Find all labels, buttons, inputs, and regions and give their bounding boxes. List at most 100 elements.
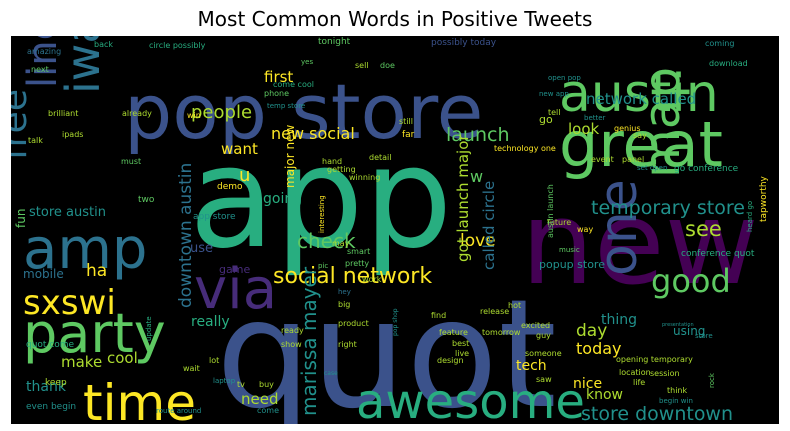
word-product: product (338, 319, 369, 328)
word-look: look (568, 120, 600, 138)
word-back: back (94, 40, 113, 49)
word-austin-launch: austin launch (546, 184, 555, 238)
word-someone: someone (525, 349, 562, 358)
word-day: day (576, 321, 607, 341)
word-yes: yes (301, 58, 313, 66)
word-saw: saw (536, 375, 552, 384)
word-app-store: app store (193, 212, 236, 222)
word-route-around: route around (156, 407, 201, 415)
word-excited: excited (521, 321, 550, 330)
word-thank: thank (26, 379, 67, 395)
word-guy: guy (536, 331, 551, 340)
word-make: make (61, 353, 102, 371)
word-going: going (263, 191, 302, 207)
word-pretty: pretty (345, 259, 369, 268)
word-event: event (591, 155, 614, 164)
word-one: one (589, 179, 649, 276)
word-tech: tech (516, 358, 547, 374)
word-must: must (121, 157, 141, 166)
word-fun: fun (14, 209, 28, 228)
word-release: release (480, 307, 509, 316)
word-new: new (521, 177, 759, 311)
word-tv: tv (237, 380, 245, 389)
word-quot: quot (216, 268, 557, 424)
word-come-cool: come cool (273, 80, 314, 89)
word-want: want (221, 140, 258, 158)
word-win: win (187, 111, 201, 120)
word-smart: smart (347, 247, 370, 256)
word-presentation: presentation (662, 322, 694, 328)
word-launch: launch (446, 124, 510, 146)
word-winning: winning (349, 173, 380, 182)
word-game: game (219, 263, 250, 276)
word-genius: genius (614, 124, 641, 133)
word-pic: pic (318, 262, 328, 270)
word-work: work (362, 275, 382, 284)
word-location: location (619, 368, 651, 377)
word-people: people (191, 102, 252, 123)
word-pop-shop: pop shop (392, 308, 399, 336)
word-doe: doe (380, 61, 395, 70)
word-via: via (194, 257, 277, 322)
word-demo: demo (217, 182, 243, 192)
word-interesting: interesting (318, 195, 326, 233)
word-cool: cool (107, 349, 138, 367)
word-begin-win: begin win (659, 397, 693, 405)
word-sxswi: sxswi (23, 283, 116, 323)
word-free: free (11, 89, 35, 160)
word-great: great (559, 108, 723, 181)
word-think: think (667, 386, 688, 395)
word-amazing: amazing (27, 47, 61, 56)
word-store: store (695, 332, 713, 340)
word-right: right (338, 340, 357, 349)
word-using: using (673, 324, 705, 338)
word-circle-possibly: circle possibly (149, 41, 206, 50)
word-may: may (332, 239, 350, 248)
word-show: show (281, 340, 302, 349)
word-life: life (633, 378, 645, 387)
word-brilliant: brilliant (48, 109, 78, 118)
word-session: session (650, 369, 680, 378)
word-love: love (460, 231, 496, 251)
word-lot: lot (209, 356, 219, 365)
word-ha: ha (86, 261, 107, 281)
word-open-pop: open pop (548, 74, 581, 82)
word-hey: hey (338, 288, 351, 296)
word-coming: coming (705, 39, 734, 48)
word-thing: thing (601, 312, 637, 328)
word-say: say (633, 131, 647, 140)
word-still: still (399, 117, 413, 126)
word-hand: hand (322, 157, 342, 166)
word-live: live (455, 349, 469, 358)
word-phone: phone (264, 89, 289, 98)
word-possibly-today: possibly today (431, 38, 497, 48)
word-austin: austin (559, 64, 719, 124)
word-detail: detail (369, 153, 391, 162)
word-download: download (709, 59, 748, 68)
word-need: need (241, 390, 279, 408)
word-wait: wait (183, 364, 200, 373)
word-nice: nice (573, 376, 602, 392)
word-line: line (20, 36, 66, 88)
word-map: map (633, 67, 691, 178)
word-best: best (452, 339, 469, 348)
word-tell: tell (548, 108, 561, 117)
word-tomorrow: tomorrow (482, 328, 521, 337)
word-music: music (559, 246, 580, 254)
word-good: good (651, 262, 731, 300)
word-big: big (338, 300, 350, 309)
word-party: party (23, 302, 166, 365)
word-mobile: mobile (23, 267, 64, 281)
word-awesome: awesome (356, 374, 585, 424)
word-getting: getting (327, 165, 356, 174)
word-ipads: ipads (62, 130, 83, 139)
word-network-called: network called (586, 90, 696, 108)
word-heard-go: heard go (746, 201, 754, 232)
chart-title: Most Common Words in Positive Tweets (197, 7, 593, 31)
word-w: w (470, 167, 483, 186)
word-next: next (31, 65, 49, 74)
word-already: already (122, 109, 152, 118)
word-ready: ready (281, 326, 304, 335)
word-really: really (191, 314, 230, 330)
